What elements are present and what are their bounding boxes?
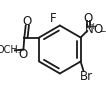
Text: O: O: [23, 15, 32, 28]
Text: O: O: [93, 23, 102, 36]
Text: OCH₃: OCH₃: [0, 45, 22, 55]
Text: Br: Br: [80, 70, 93, 83]
Text: −: −: [98, 26, 105, 35]
Text: F: F: [50, 12, 56, 25]
Text: O: O: [84, 12, 93, 25]
Text: O: O: [18, 48, 28, 61]
Text: +: +: [89, 22, 97, 31]
Text: N: N: [85, 23, 93, 36]
